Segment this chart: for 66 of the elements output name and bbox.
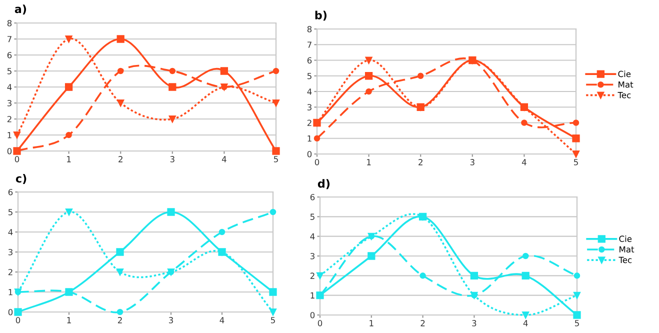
- y-tick-label: 2: [307, 120, 312, 126]
- y-tick-label: 3: [307, 104, 312, 110]
- y-tick-label: 4: [310, 233, 315, 240]
- y-tick-label: 2: [8, 268, 12, 276]
- y-tick-label: 4: [8, 229, 13, 236]
- y-tick-label: 8: [7, 20, 12, 26]
- y-tick-label: 3: [8, 248, 12, 256]
- y-tick-label: 0: [8, 308, 13, 316]
- y-tick-label: 7: [308, 42, 312, 48]
- legend-label: Cie: [618, 70, 631, 78]
- x-tick-label: 4: [222, 156, 226, 162]
- legend-label: Cie: [619, 236, 632, 242]
- x-tick-label: 1: [67, 156, 71, 162]
- legend-label: Tec: [618, 256, 632, 264]
- x-tick-label: 4: [522, 159, 526, 166]
- x-tick-label: 3: [168, 317, 173, 324]
- x-tick-label: 3: [170, 156, 174, 162]
- chart-title: d): [318, 179, 330, 190]
- legend-label: Tec: [618, 92, 631, 98]
- x-tick-label: 4: [220, 317, 224, 324]
- legend-label: Mat: [618, 81, 634, 88]
- x-tick-label: 3: [472, 320, 476, 326]
- legend-label: Mat: [620, 246, 634, 253]
- y-tick-label: 1: [8, 289, 12, 296]
- x-tick-label: 2: [420, 320, 425, 326]
- y-tick-label: 5: [307, 72, 312, 80]
- y-tick-label: 5: [8, 209, 12, 216]
- y-tick-label: 8: [307, 26, 312, 32]
- x-tick-label: 5: [574, 320, 579, 326]
- x-tick-label: 2: [118, 156, 122, 162]
- y-tick-label: 1: [308, 135, 312, 142]
- y-tick-label: 0: [310, 312, 315, 318]
- x-tick-label: 0: [318, 320, 322, 326]
- y-tick-label: 6: [307, 57, 312, 64]
- y-tick-label: 5: [310, 214, 314, 220]
- x-tick-label: 1: [370, 320, 374, 326]
- y-tick-label: 1: [310, 292, 314, 298]
- y-tick-label: 2: [7, 116, 12, 122]
- x-tick-label: 1: [67, 317, 71, 324]
- x-tick-label: 4: [523, 320, 528, 326]
- x-tick-label: 5: [574, 159, 578, 166]
- y-tick-label: 6: [310, 194, 315, 200]
- x-tick-label: 0: [314, 159, 320, 166]
- chart-title: a): [14, 4, 26, 14]
- y-tick-label: 5: [7, 68, 12, 74]
- x-tick-label: 1: [367, 159, 371, 166]
- x-tick-label: 0: [14, 156, 20, 162]
- chart-title: b): [315, 10, 326, 21]
- y-tick-label: 4: [7, 84, 12, 90]
- x-tick-label: 5: [270, 317, 275, 324]
- chart-title: c): [16, 174, 26, 184]
- y-tick-label: 1: [8, 132, 12, 138]
- x-tick-label: 5: [274, 156, 278, 162]
- y-tick-label: 0: [7, 148, 12, 154]
- y-tick-label: 0: [307, 150, 312, 158]
- y-tick-label: 7: [8, 36, 12, 42]
- x-tick-label: 2: [118, 317, 122, 324]
- y-tick-label: 4: [307, 88, 312, 95]
- x-tick-label: 3: [470, 159, 474, 166]
- y-tick-label: 6: [7, 52, 12, 58]
- y-tick-label: 6: [8, 188, 13, 196]
- x-tick-label: 0: [16, 317, 20, 324]
- y-tick-label: 3: [310, 252, 314, 260]
- x-tick-label: 2: [418, 159, 422, 166]
- y-tick-label: 3: [7, 100, 12, 106]
- y-tick-label: 2: [310, 272, 314, 279]
